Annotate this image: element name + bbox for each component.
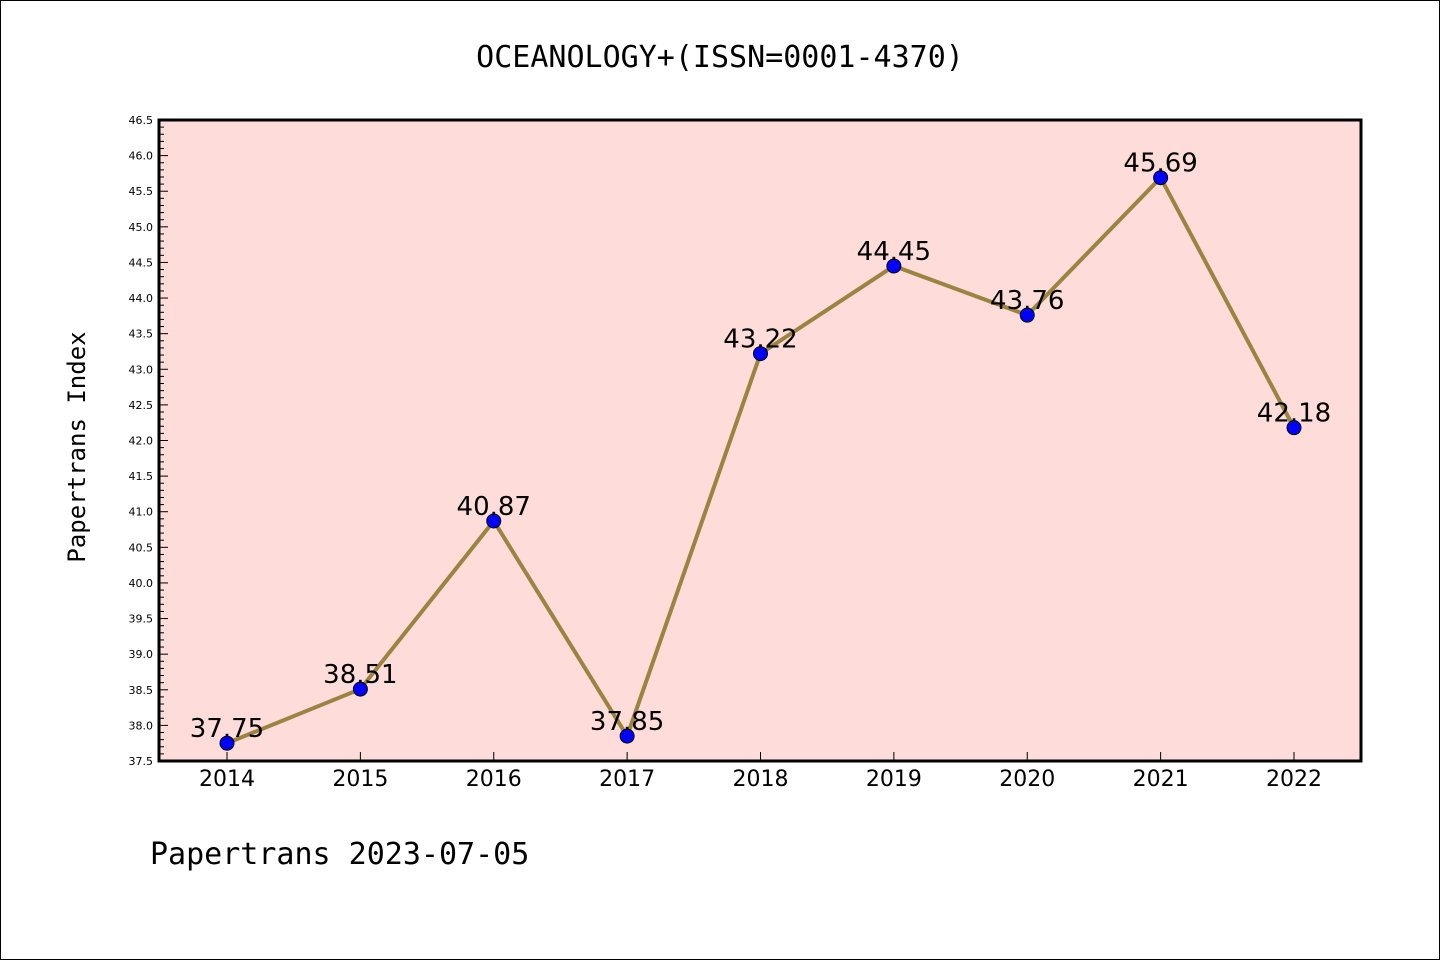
y-tick-label: 38.0 (129, 719, 154, 732)
y-tick-label: 41.0 (129, 506, 154, 519)
data-label: 43.22 (723, 325, 797, 355)
y-tick-label: 41.5 (129, 470, 154, 483)
y-axis-label: Papertrans Index (63, 331, 91, 562)
x-tick-label: 2021 (1133, 767, 1189, 792)
data-point (619, 728, 635, 744)
y-tick-label: 46.0 (129, 150, 154, 163)
data-point (753, 346, 768, 362)
y-tick-label: 37.5 (129, 755, 154, 768)
y-tick-label: 42.0 (129, 435, 154, 448)
chart-title: OCEANOLOGY+(ISSN=0001-4370) (476, 40, 964, 75)
y-tick-label: 42.5 (129, 399, 154, 412)
data-point (352, 681, 368, 697)
x-tick-label: 2020 (999, 767, 1055, 792)
x-axis-ticks: 2014 2015 2016 2017 2018 2019 2020 2021 2022 (199, 752, 1322, 792)
x-tick-label: 2019 (866, 767, 922, 792)
y-tick-label: 45.0 (129, 221, 154, 234)
data-label: 44.45 (857, 237, 931, 267)
y-tick-label: 39.0 (129, 648, 154, 661)
y-tick-label: 43.0 (129, 363, 154, 376)
x-tick-label: 2014 (199, 767, 255, 792)
data-point (219, 735, 235, 751)
y-tick-label: 45.5 (129, 185, 154, 198)
data-point (486, 513, 502, 529)
data-label: 42.18 (1257, 399, 1331, 429)
data-point (886, 258, 902, 274)
y-tick-label: 40.0 (129, 577, 154, 590)
x-tick-label: 2022 (1266, 767, 1322, 792)
y-tick-label: 44.5 (129, 256, 154, 269)
y-axis-ticks: 37.5 38.0 38.5 39.0 39.5 40.0 40.5 41.0 41.5 42.0… (129, 114, 168, 768)
data-label: 37.85 (590, 707, 664, 737)
series-papertrans-index (219, 170, 1302, 751)
data-label: 45.69 (1123, 149, 1197, 179)
plot-area (157, 118, 1363, 763)
footer-text: Papertrans 2023-07-05 (150, 837, 529, 872)
y-tick-label: 39.5 (129, 613, 154, 626)
data-point (1019, 307, 1035, 323)
data-label: 37.75 (190, 714, 264, 744)
data-point (1153, 170, 1169, 186)
y-tick-label: 44.0 (129, 292, 154, 305)
y-tick-label: 40.5 (129, 541, 154, 554)
x-tick-label: 2015 (332, 767, 388, 792)
x-tick-label: 2016 (466, 767, 522, 792)
y-tick-label: 46.5 (129, 114, 154, 127)
y-tick-label: 43.5 (129, 328, 154, 341)
data-label: 38.51 (323, 660, 397, 690)
x-tick-label: 2017 (599, 767, 655, 792)
data-label: 40.87 (457, 492, 531, 522)
data-label: 43.76 (990, 286, 1064, 316)
y-tick-label: 38.5 (129, 684, 154, 697)
data-labels: 37.75 38.51 40.87 37.85 43.22 44.45 43.76 45.69… (190, 149, 1331, 745)
x-tick-label: 2018 (733, 767, 789, 792)
data-point (1286, 420, 1302, 436)
